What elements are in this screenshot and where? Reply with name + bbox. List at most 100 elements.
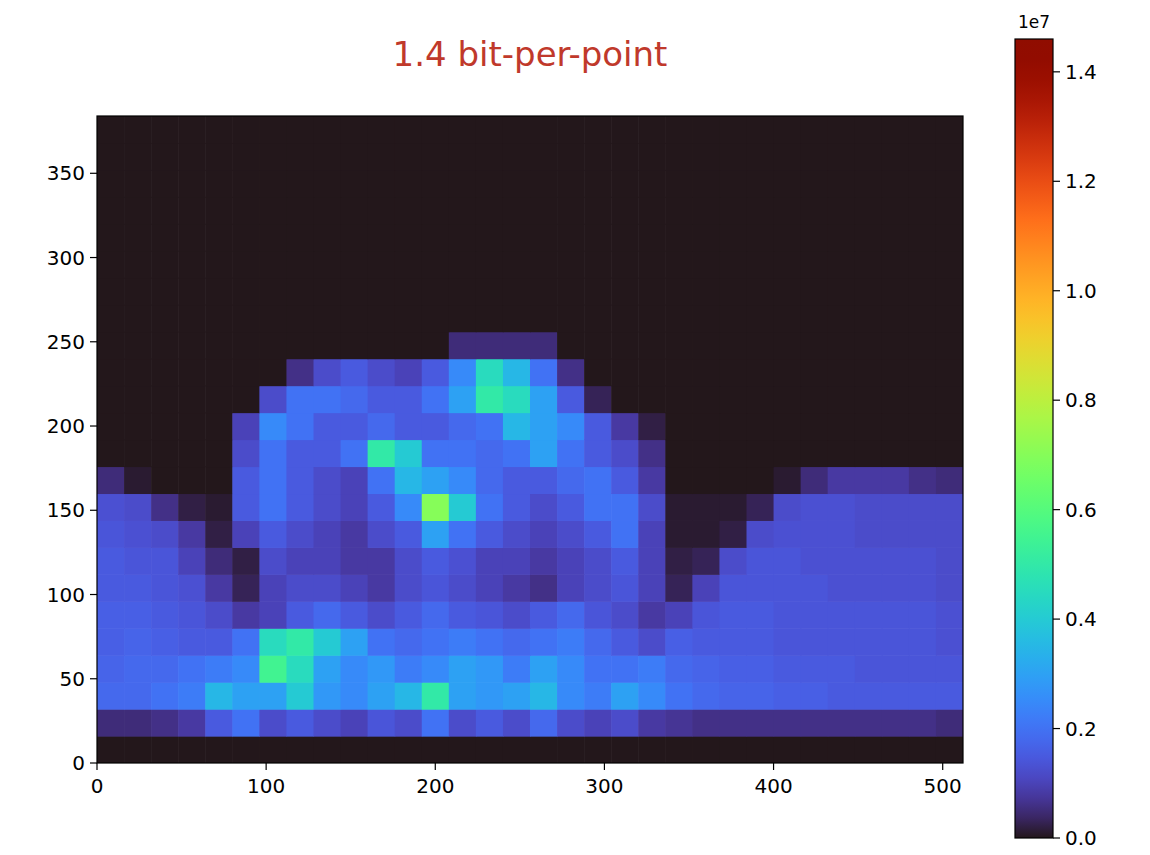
cell	[855, 251, 883, 279]
cell	[611, 466, 639, 494]
cell	[611, 493, 639, 521]
cell	[422, 628, 450, 656]
cell	[205, 278, 233, 306]
cell	[936, 170, 963, 198]
cell	[909, 224, 937, 252]
cell	[692, 574, 720, 602]
cell	[611, 655, 639, 683]
cell	[719, 655, 747, 683]
cell	[503, 655, 531, 683]
cell	[584, 170, 612, 198]
cell	[151, 332, 179, 360]
cell	[936, 305, 963, 333]
cell	[259, 197, 287, 225]
cell	[692, 655, 720, 683]
cell	[422, 251, 450, 279]
cell	[368, 736, 396, 763]
cell	[855, 143, 883, 171]
cell	[314, 116, 342, 144]
cell	[341, 547, 369, 575]
colorbar-tick	[1053, 290, 1060, 291]
cell	[719, 493, 747, 521]
cell	[611, 574, 639, 602]
cell	[449, 655, 477, 683]
cell	[719, 520, 747, 548]
cell	[449, 493, 477, 521]
cell	[692, 278, 720, 306]
colorbar-tick	[1053, 728, 1060, 729]
cell	[449, 601, 477, 629]
cell	[476, 359, 504, 387]
cell	[368, 709, 396, 737]
cell	[259, 466, 287, 494]
cell	[611, 520, 639, 548]
y-tick	[90, 678, 97, 679]
cell	[557, 251, 585, 279]
cell	[286, 655, 314, 683]
cell	[828, 440, 856, 468]
cell	[774, 413, 802, 441]
cell	[259, 709, 287, 737]
cell	[774, 143, 802, 171]
cell	[530, 359, 558, 387]
cell	[882, 143, 910, 171]
cell	[801, 493, 829, 521]
cell	[259, 413, 287, 441]
cell	[638, 520, 666, 548]
x-tick	[604, 763, 605, 770]
cell	[774, 224, 802, 252]
cell	[232, 493, 260, 521]
cell	[124, 655, 152, 683]
cell	[638, 413, 666, 441]
cell	[422, 574, 450, 602]
cell	[314, 493, 342, 521]
cell	[503, 574, 531, 602]
cell	[855, 655, 883, 683]
cell	[801, 466, 829, 494]
cell	[584, 628, 612, 656]
cell	[882, 332, 910, 360]
cell	[665, 386, 693, 414]
cell	[97, 493, 125, 521]
cell	[422, 278, 450, 306]
cell	[882, 305, 910, 333]
cell	[151, 493, 179, 521]
cell	[368, 655, 396, 683]
cell	[124, 736, 152, 763]
cell	[205, 574, 233, 602]
cell	[503, 359, 531, 387]
cell	[314, 440, 342, 468]
cell	[259, 143, 287, 171]
cell	[584, 386, 612, 414]
cell	[774, 709, 802, 737]
cell	[747, 170, 775, 198]
cell	[395, 386, 423, 414]
cell	[665, 466, 693, 494]
cell	[719, 305, 747, 333]
cell	[286, 170, 314, 198]
cell	[611, 709, 639, 737]
cell	[584, 601, 612, 629]
y-tick-label: 50	[60, 667, 85, 691]
x-tick	[266, 763, 267, 770]
cell	[341, 305, 369, 333]
cell	[151, 386, 179, 414]
cell	[719, 601, 747, 629]
cell	[882, 628, 910, 656]
cell	[449, 413, 477, 441]
cell	[449, 440, 477, 468]
cell	[97, 413, 125, 441]
cell	[97, 520, 125, 548]
cell	[828, 386, 856, 414]
cell	[449, 359, 477, 387]
cell	[124, 143, 152, 171]
cell	[286, 278, 314, 306]
cell	[692, 493, 720, 521]
cell	[232, 682, 260, 710]
cell	[801, 116, 829, 144]
cell	[855, 466, 883, 494]
cell	[774, 170, 802, 198]
cell	[909, 628, 937, 656]
cell	[855, 628, 883, 656]
cell	[341, 359, 369, 387]
